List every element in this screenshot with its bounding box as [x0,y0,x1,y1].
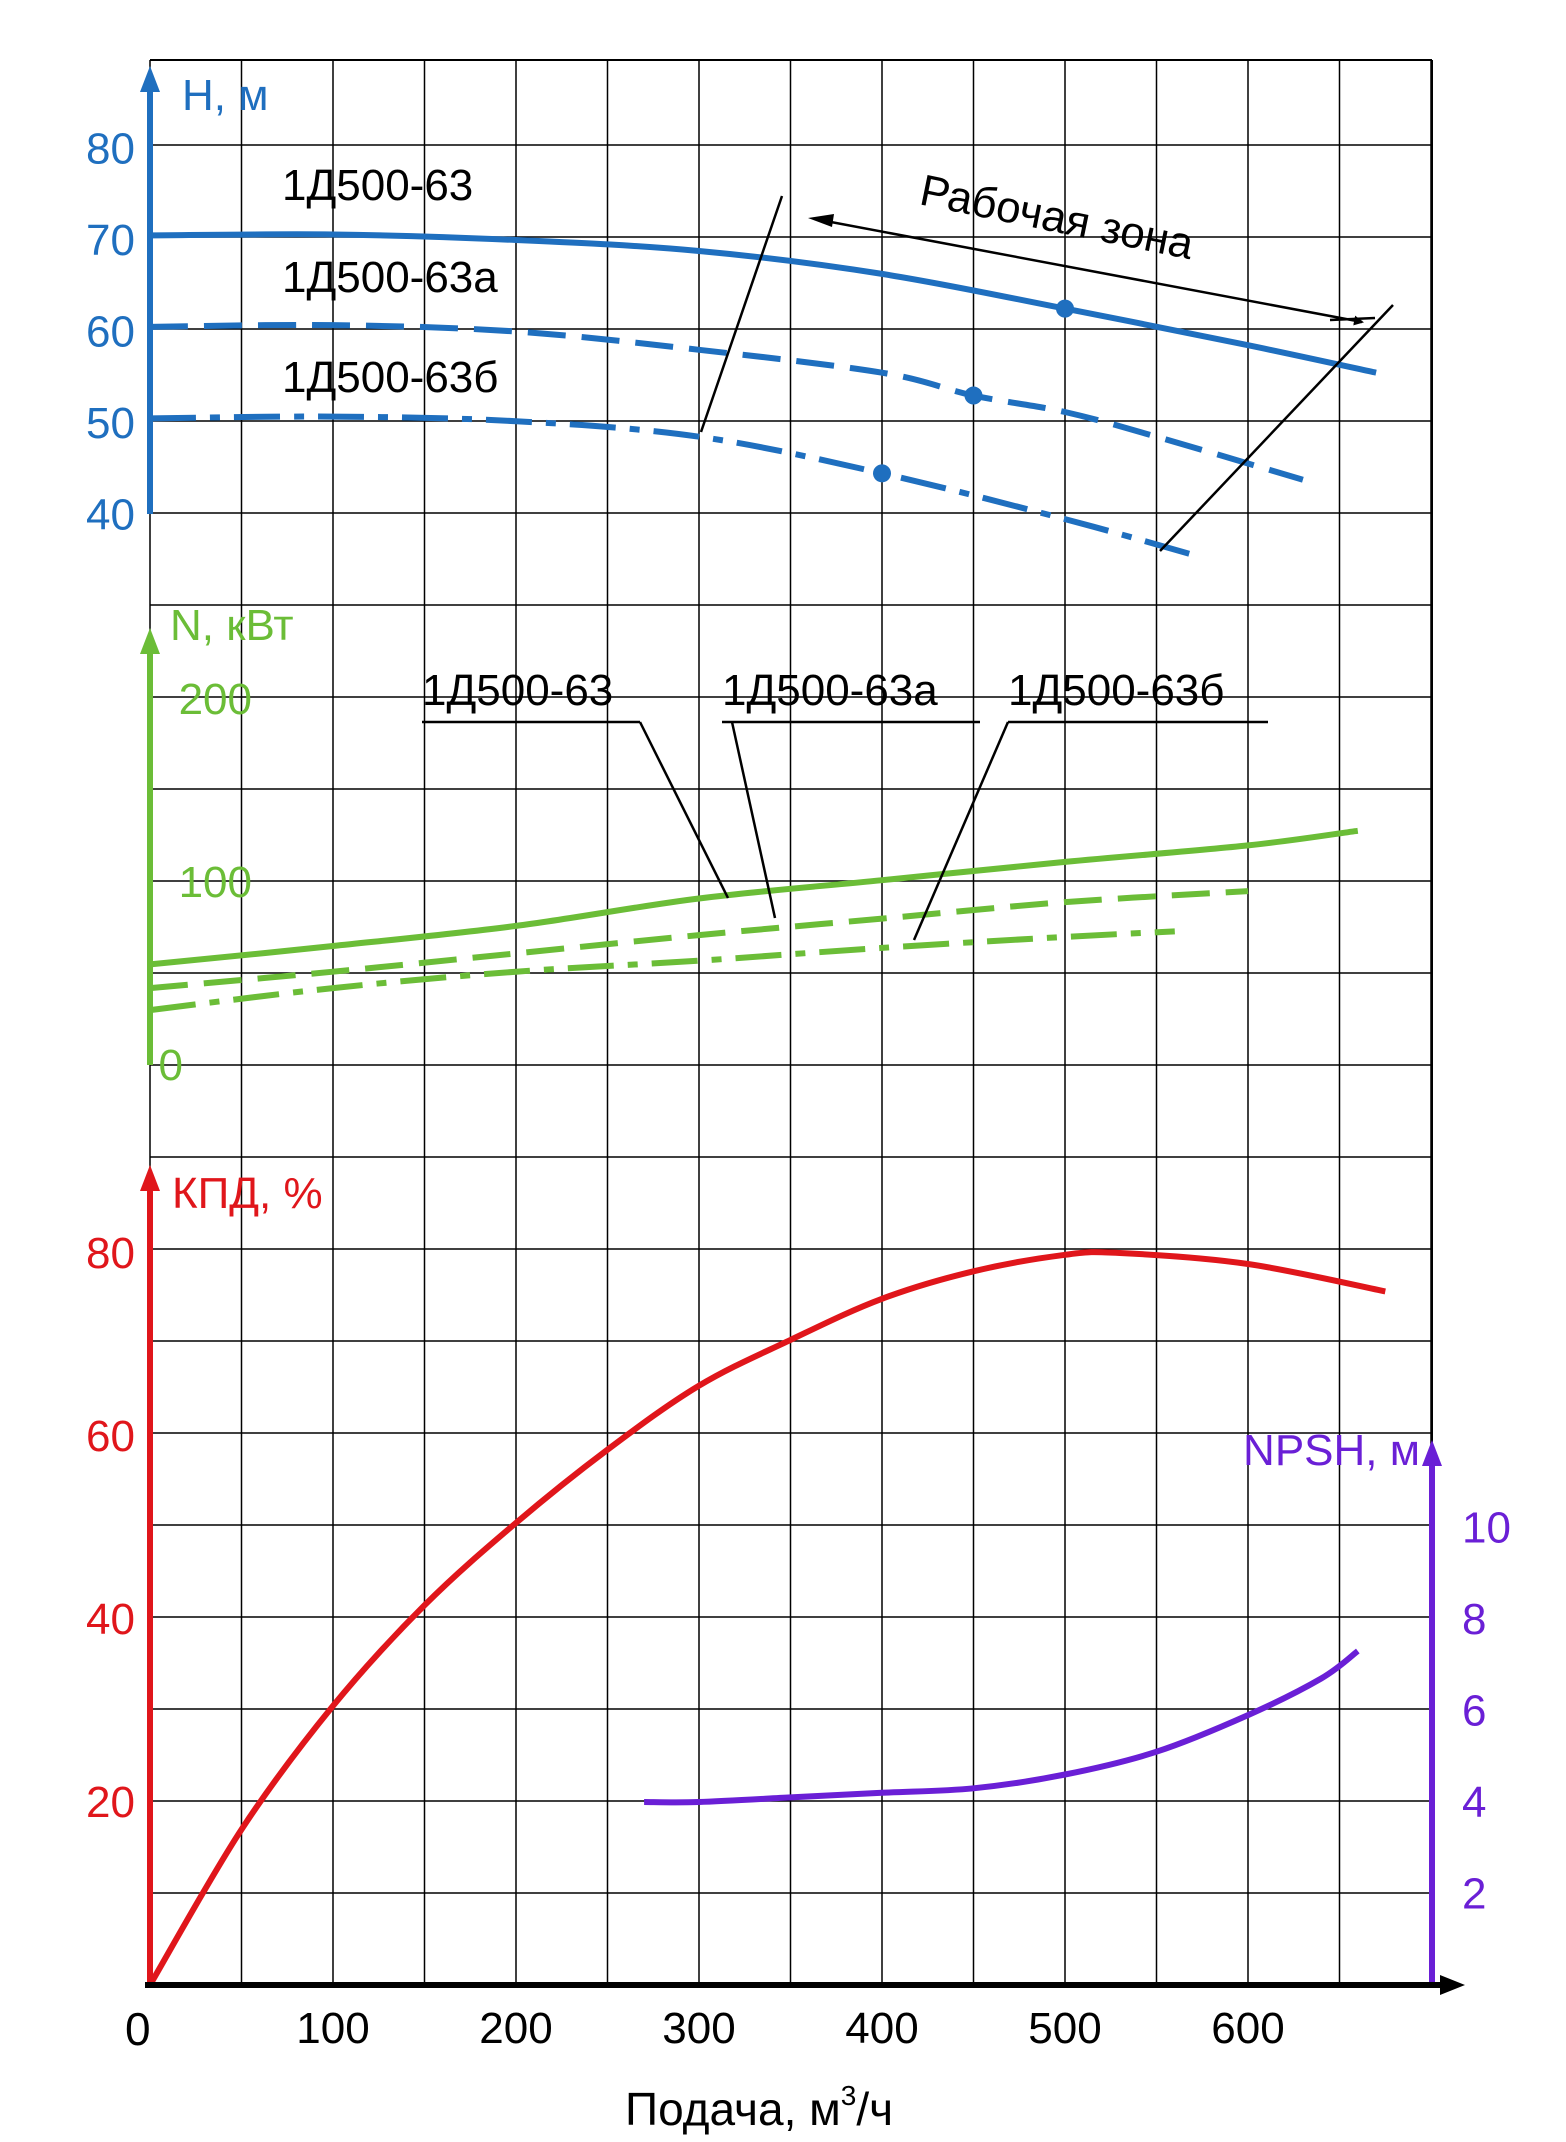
head-axis-arrow [140,66,160,92]
power-tick-label: 0 [159,1041,183,1090]
power-axis-arrow [140,628,160,654]
working-zone-right-boundary [1159,304,1394,552]
power-axis-label: N, кВт [170,601,294,650]
head-tick-label: 70 [86,216,135,265]
npsh-tick-label: 6 [1462,1687,1486,1736]
x-tick-label: 200 [479,2004,552,2053]
power-series-line-1 [149,827,1359,968]
power-series-label-1: 1Д500-63 [422,666,613,715]
head-tick-label: 40 [86,491,135,540]
x-origin-label: 0 [125,2003,151,2055]
power-series-label-2: 1Д500-63а [722,666,938,715]
power-series-label-3: 1Д500-63б [1008,666,1224,715]
power-tick-label: 100 [179,858,252,907]
power-label-leader-3 [912,721,1010,941]
efficiency-tick-label: 20 [86,1778,135,1827]
head-series-line-1 [149,231,1377,376]
x-tick-label: 100 [296,2004,369,2053]
axes-layer [140,66,1465,1995]
x-tick-label: 300 [662,2004,735,2053]
head-tick-label: 80 [86,125,135,174]
efficiency-tick-label: 40 [86,1595,135,1644]
labels-layer: 100 200 300 400 500 6004050607080010020020406… [86,125,1511,2054]
head-series-line-3 [149,413,1204,561]
npsh-axis-arrow [1422,1440,1442,1466]
x-tick-label: 500 [1028,2004,1101,2053]
npsh-series-line-1 [644,1648,1360,1806]
power-series-line-2 [149,888,1249,992]
npsh-tick-label: 2 [1462,1870,1486,1919]
power-label-leader-1 [638,721,730,899]
head-series-marker-2 [964,386,983,405]
x-tick-label: 400 [845,2004,918,2053]
npsh-tick-label: 8 [1462,1595,1486,1644]
working-zone-left-boundary [699,195,784,433]
head-tick-label: 60 [86,308,135,357]
working-zone-arrow [814,217,1364,326]
head-series-label-1: 1Д500-63 [282,161,473,210]
head-axis-label: H, м [182,71,268,120]
npsh-tick-label: 4 [1462,1778,1486,1827]
x-axis-label-sup: 3 [841,2080,857,2111]
efficiency-axis-label: КПД, % [172,1169,323,1218]
efficiency-tick-label: 80 [86,1229,135,1278]
power-tick-label: 200 [179,675,252,724]
head-series-marker-1 [1056,299,1074,318]
npsh-tick-label: 10 [1462,1504,1511,1553]
x-axis-label: Подача, м3/ч [625,2080,893,2135]
x-axis-label-main: Подача, м [625,2083,841,2135]
power-series-line-3 [149,928,1175,1014]
efficiency-axis-arrow [140,1165,160,1191]
head-series-marker-3 [873,464,891,483]
series-layer [147,231,1386,1987]
head-tick-label: 50 [86,399,135,448]
power-label-leader-2 [730,721,777,919]
head-series-label-2: 1Д500-63а [282,253,498,302]
npsh-axis-label: NPSH, м [1243,1426,1420,1475]
working-zone-arrow-start [808,214,834,227]
x-tick-label: 600 [1211,2004,1284,2053]
x-axis-label-tail: /ч [856,2083,893,2135]
head-series-line-2 [149,321,1304,483]
efficiency-series-line-1 [147,1249,1386,1987]
head-series-label-3: 1Д500-63б [282,353,498,402]
efficiency-tick-label: 60 [86,1412,135,1461]
x-axis-arrow [1440,1975,1465,1995]
